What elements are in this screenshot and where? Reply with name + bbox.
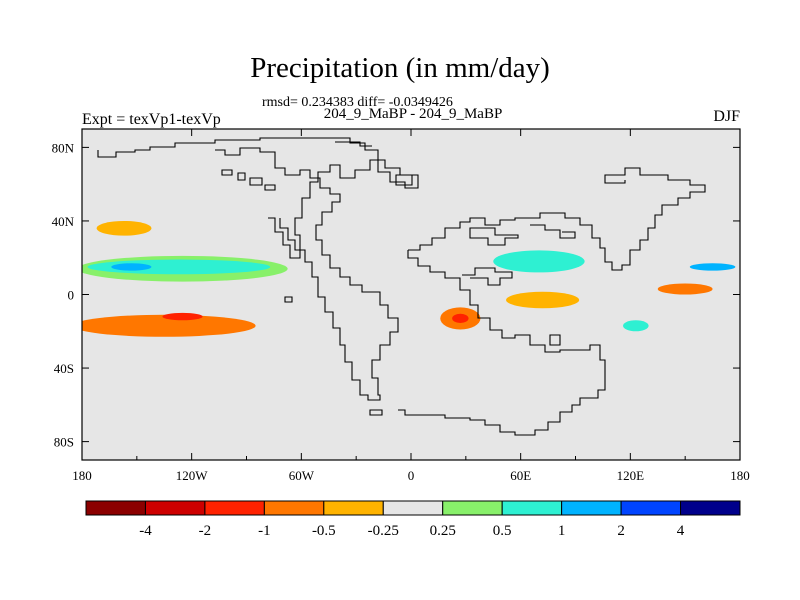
x-tick-label: 120E [617,468,645,483]
colorbar-label: 0.5 [493,523,512,539]
coastline-antarctic-edge [369,409,383,416]
colorbar-label: -0.25 [368,523,399,539]
coastline-layer [97,137,706,436]
coastline-iceland [395,174,413,186]
colorbar-swatch [442,500,503,516]
coastline-arctic-island-3 [249,177,263,186]
x-tick-label: 60E [510,468,531,483]
colorbar-label: 1 [558,523,566,539]
colorbar-label: 4 [677,523,685,539]
coastline-mexico [268,217,301,259]
coastline-greenland [335,141,372,147]
colorbar-label: -0.5 [312,523,336,539]
colorbar-swatch [680,500,741,516]
colorbar-swatch [323,500,384,516]
y-tick-label: 40N [52,214,75,229]
run-label: 204_9_MaBP - 204_9_MaBP [323,106,503,122]
colorbar-label: -1 [258,523,271,539]
coastline-arctic-island-1 [221,169,233,176]
coastline-arabia [469,227,519,246]
colorbar-label: 0.25 [430,523,456,539]
season-label: DJF [713,108,740,125]
colorbar-label: 2 [617,523,625,539]
x-tick-label: 180 [72,468,92,483]
y-tick-label: 80S [54,435,74,450]
map-background [82,129,740,460]
y-tick-label: 80N [52,140,75,155]
coastline-madagascar [549,334,561,346]
x-tick-label: 0 [408,468,415,483]
coastline-americas [97,137,419,401]
x-tick-label: 180 [730,468,750,483]
anomaly-south-pacific-core [162,312,203,321]
axis-ticks: 180 120W 60W 0 60E 120E 180 80N 40N 0 40S 80S [52,129,750,483]
colorbar-label: -4 [139,523,152,539]
anomaly-north-pacific-tropics [87,259,271,275]
stats-text: rmsd= 0.234383 diff= -0.0349426 [262,95,453,110]
anomaly-west-pacific-north [689,263,736,271]
y-tick-label: 0 [68,288,75,303]
anomaly-africa-east-core [452,313,469,324]
chart-title: Precipitation (in mm/day) [250,52,550,84]
anomaly-south-pacific-band [82,314,256,337]
coastline-eurasia [408,167,706,271]
coastline-arctic-island-4 [264,184,276,191]
experiment-label: Expt = texVp1-texVp [82,111,221,128]
anomaly-maritime-continent [623,320,649,332]
coastline-arctic-island-2 [237,172,246,181]
colorbar-swatch [501,500,563,516]
anomaly-north-pacific-mid [96,220,152,236]
coastline-galapagos [284,296,293,303]
coastline-africa [398,250,606,436]
colorbar-label: -2 [199,523,212,539]
colorbar-swatch [263,500,325,516]
colorbar-swatch [382,500,444,516]
colorbar-swatch [85,500,146,516]
x-tick-label: 60W [289,468,315,483]
anomaly-west-pacific-south [657,283,713,295]
colorbar-swatch [561,500,622,516]
colorbar-swatch [620,500,682,516]
anomaly-indian-ocean-east [506,291,580,309]
coastline-india [462,267,513,286]
anomaly-arabian-sea [493,250,585,273]
colorbar-swatch [204,500,265,516]
y-tick-label: 40S [54,361,74,376]
colorbar: -4 -2 -1 -0.5 -0.25 0.25 0.5 1 2 4 [85,500,741,539]
colorbar-swatch [144,500,206,516]
anomaly-north-pacific-core [111,263,152,271]
x-tick-label: 120W [176,468,209,483]
coastline-se-asia [530,224,576,239]
anomaly-layer [82,220,736,337]
